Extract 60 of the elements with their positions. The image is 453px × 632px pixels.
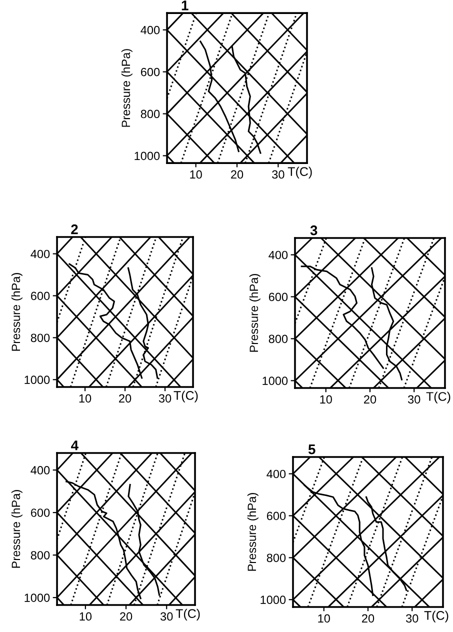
line-series [128, 484, 160, 596]
x-tick-label: 30 [158, 394, 172, 403]
y-tick-label: 800 [266, 554, 286, 562]
x-axis-title: T(C) [176, 608, 200, 620]
x-tick-label: 20 [364, 395, 376, 404]
y-tick-label: 800 [268, 334, 288, 344]
y-tick-label: 800 [140, 110, 160, 118]
y-axis-title: Pressure (hPa) [249, 274, 260, 352]
y-tick-label: 600 [268, 292, 288, 302]
y-axis-title: Pressure (hPa) [121, 49, 132, 127]
line-series [200, 40, 240, 152]
line-series [66, 480, 142, 600]
y-tick-label: 800 [30, 334, 50, 342]
line-series [365, 496, 408, 591]
x-axis-title: T(C) [174, 390, 198, 402]
x-tick-label: 20 [120, 612, 132, 621]
chart-title: 1 [182, 0, 188, 10]
chart-title: 5 [308, 444, 316, 454]
x-tick-label: 20 [231, 170, 244, 179]
chart-title: 3 [310, 225, 318, 236]
y-tick-label: 600 [140, 68, 160, 76]
y-tick-label: 400 [268, 250, 288, 260]
x-tick-label: 30 [160, 612, 173, 621]
chart-title: 4 [71, 440, 78, 450]
y-tick-label: 1000 [260, 596, 286, 604]
line-series [370, 267, 403, 380]
x-tick-label: 10 [318, 614, 330, 623]
y-tick-label: 1000 [24, 376, 50, 384]
y-axis-title: Pressure (hPa) [11, 273, 22, 351]
y-tick-label: 400 [30, 250, 50, 258]
x-tick-label: 10 [320, 395, 332, 404]
x-tick-label: 10 [80, 612, 92, 621]
y-tick-label: 600 [30, 292, 50, 300]
x-axis-title: T(C) [288, 166, 312, 178]
line-series [300, 266, 384, 369]
x-tick-label: 30 [408, 395, 420, 404]
x-tick-label: 20 [362, 614, 374, 623]
y-tick-label: 600 [30, 508, 50, 517]
y-tick-label: 400 [30, 466, 50, 474]
y-tick-label: 400 [266, 470, 286, 478]
line-series [304, 484, 374, 596]
line-series [127, 267, 158, 379]
x-axis-title: T(C) [424, 610, 448, 622]
y-tick-label: 1000 [24, 594, 50, 602]
y-axis-title: Pressure (hPa) [247, 493, 258, 571]
y-tick-label: 800 [30, 551, 50, 560]
y-tick-label: 600 [266, 512, 286, 520]
x-axis-title: T(C) [426, 392, 450, 404]
y-tick-label: 1000 [262, 376, 288, 386]
x-tick-label: 10 [190, 170, 202, 179]
y-axis-title: Pressure (hPa) [11, 490, 22, 568]
x-tick-label: 20 [119, 394, 132, 403]
line-series [231, 46, 262, 154]
chart-title: 2 [71, 224, 78, 234]
x-tick-label: 30 [272, 170, 284, 179]
x-tick-label: 10 [79, 394, 92, 403]
line-series [68, 263, 143, 379]
y-tick-label: 1000 [134, 152, 160, 160]
x-tick-label: 30 [406, 614, 418, 623]
y-tick-label: 400 [140, 26, 160, 34]
